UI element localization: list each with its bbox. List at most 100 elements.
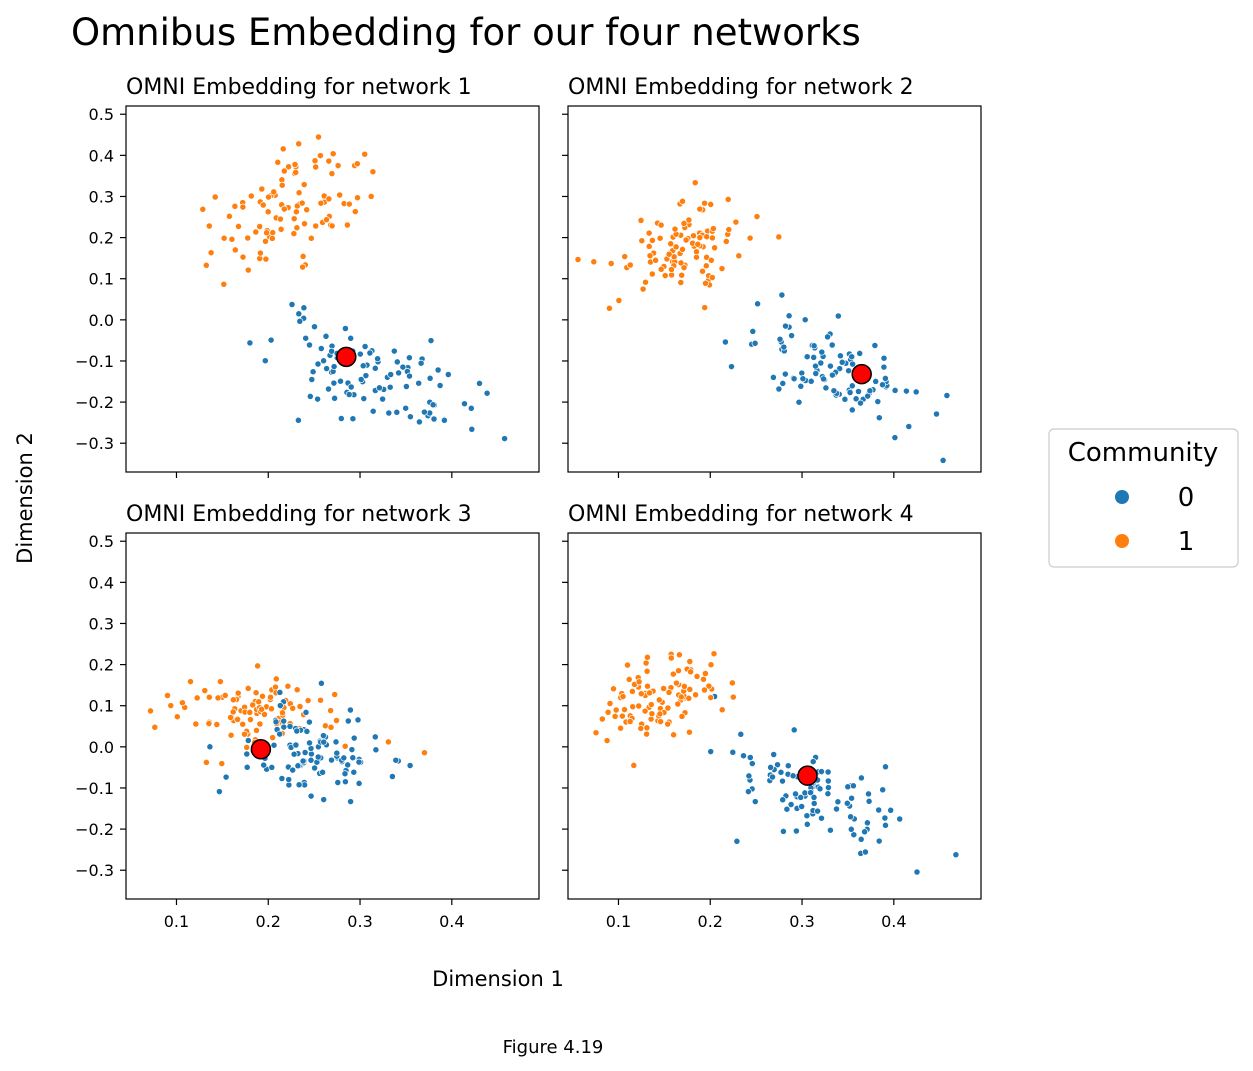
point-community-1 — [193, 694, 201, 702]
point-community-1 — [707, 200, 715, 208]
point-community-0 — [402, 383, 410, 390]
panel-2-highlight-point — [851, 363, 872, 385]
panel-3-highlight-point — [250, 739, 272, 760]
point-community-0 — [844, 783, 852, 791]
point-community-1 — [216, 678, 224, 686]
point-community-0 — [807, 377, 815, 385]
point-community-1 — [675, 667, 682, 675]
point-community-1 — [635, 678, 643, 686]
point-community-0 — [347, 334, 355, 342]
point-community-0 — [222, 773, 230, 781]
panel-4-highlight-point — [797, 765, 818, 786]
point-community-0 — [707, 748, 715, 756]
point-community-1 — [361, 150, 369, 158]
point-community-0 — [356, 350, 364, 358]
panel-1: OMNI Embedding for network 1 −0.3 −0.2 −0.1… — [75, 75, 540, 478]
point-community-0 — [855, 388, 862, 395]
point-community-0 — [307, 756, 315, 764]
x-tick-label: 0.1 — [606, 912, 631, 931]
point-community-1 — [258, 705, 266, 713]
point-community-1 — [262, 237, 269, 245]
point-community-0 — [243, 750, 251, 758]
point-community-1 — [685, 694, 693, 702]
point-community-1 — [646, 252, 654, 260]
point-community-0 — [314, 360, 322, 368]
point-community-1 — [329, 150, 337, 158]
point-community-0 — [777, 768, 785, 776]
point-community-1 — [725, 226, 733, 234]
point-community-0 — [789, 772, 797, 780]
point-community-1 — [685, 216, 693, 224]
point-community-0 — [810, 342, 818, 350]
y-tick-label: 0.5 — [89, 532, 114, 551]
y-tick-label: 0.0 — [89, 311, 114, 330]
y-tick-label: −0.1 — [75, 352, 114, 371]
point-community-1 — [334, 162, 342, 170]
panel-3-title: OMNI Embedding for network 3 — [126, 502, 472, 527]
point-community-1 — [728, 679, 736, 687]
point-community-1 — [312, 163, 320, 171]
point-community-1 — [246, 708, 254, 716]
point-community-1 — [280, 167, 288, 175]
point-community-1 — [626, 261, 634, 269]
point-community-1 — [173, 713, 181, 721]
point-community-1 — [690, 232, 697, 240]
point-community-0 — [905, 423, 913, 430]
point-community-1 — [270, 188, 278, 196]
point-community-0 — [392, 756, 400, 764]
point-community-1 — [235, 222, 242, 230]
y-axis-label: Dimension 2 — [13, 432, 37, 564]
point-community-0 — [306, 341, 313, 349]
point-community-1 — [256, 720, 264, 728]
point-community-0 — [341, 778, 349, 786]
y-tick-label: 0.3 — [89, 187, 114, 206]
point-community-0 — [779, 777, 786, 785]
point-community-1 — [624, 661, 631, 669]
point-community-0 — [300, 304, 308, 312]
point-community-0 — [276, 688, 284, 696]
point-community-0 — [912, 388, 920, 396]
point-community-1 — [671, 225, 679, 233]
point-community-1 — [718, 706, 726, 714]
point-community-1 — [284, 682, 292, 690]
point-community-1 — [693, 248, 700, 256]
point-community-1 — [231, 202, 239, 210]
point-community-1 — [262, 255, 270, 263]
point-community-1 — [225, 212, 233, 220]
x-tick-label: 0.3 — [789, 912, 814, 931]
point-community-0 — [406, 413, 414, 421]
point-community-1 — [645, 229, 653, 237]
point-community-1 — [290, 230, 298, 238]
point-community-0 — [836, 352, 844, 360]
point-community-0 — [427, 337, 435, 345]
point-community-0 — [803, 353, 811, 361]
point-community-1 — [218, 760, 226, 768]
point-community-1 — [249, 701, 257, 709]
point-community-1 — [680, 219, 688, 227]
point-community-0 — [215, 788, 223, 796]
point-community-1 — [724, 195, 732, 203]
point-community-1 — [199, 205, 207, 213]
point-community-1 — [604, 708, 612, 716]
point-community-0 — [896, 815, 904, 823]
point-community-1 — [682, 236, 690, 244]
panel-1-points — [199, 133, 509, 443]
point-community-0 — [444, 371, 452, 378]
point-community-0 — [865, 790, 872, 798]
point-community-1 — [677, 259, 685, 267]
point-community-0 — [267, 336, 275, 344]
point-community-1 — [321, 722, 329, 730]
point-community-1 — [637, 690, 645, 698]
point-community-1 — [291, 161, 299, 168]
point-community-0 — [751, 798, 759, 806]
point-community-0 — [781, 370, 789, 378]
point-community-1 — [652, 256, 660, 264]
point-community-0 — [328, 347, 336, 355]
point-community-1 — [643, 724, 651, 732]
point-community-1 — [311, 157, 319, 165]
point-community-1 — [207, 249, 215, 257]
point-community-1 — [315, 133, 322, 141]
point-community-0 — [826, 362, 834, 370]
point-community-0 — [328, 756, 335, 764]
point-community-0 — [784, 762, 792, 770]
